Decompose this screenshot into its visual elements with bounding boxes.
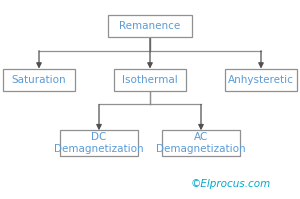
- Text: DC
Demagnetization: DC Demagnetization: [54, 133, 144, 154]
- FancyBboxPatch shape: [162, 130, 240, 156]
- Text: Isothermal: Isothermal: [122, 75, 178, 85]
- FancyBboxPatch shape: [3, 69, 75, 91]
- Text: Saturation: Saturation: [12, 75, 66, 85]
- FancyBboxPatch shape: [225, 69, 297, 91]
- FancyBboxPatch shape: [108, 15, 192, 37]
- Text: Remanence: Remanence: [119, 21, 181, 31]
- FancyBboxPatch shape: [114, 69, 186, 91]
- Text: Anhysteretic: Anhysteretic: [228, 75, 294, 85]
- Text: ©Elprocus.com: ©Elprocus.com: [191, 179, 271, 189]
- FancyBboxPatch shape: [60, 130, 138, 156]
- Text: AC
Demagnetization: AC Demagnetization: [156, 133, 246, 154]
